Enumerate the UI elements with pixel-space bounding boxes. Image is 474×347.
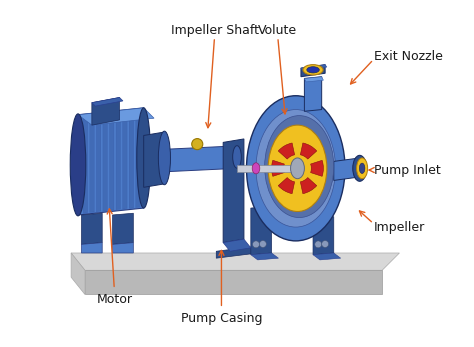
Polygon shape (78, 108, 154, 125)
Ellipse shape (353, 155, 366, 181)
Text: Pump Inlet: Pump Inlet (374, 163, 440, 177)
Polygon shape (301, 65, 325, 77)
Polygon shape (85, 270, 382, 295)
Ellipse shape (256, 110, 336, 227)
Polygon shape (304, 77, 322, 111)
Ellipse shape (252, 163, 260, 174)
Polygon shape (301, 65, 327, 70)
Ellipse shape (137, 108, 151, 208)
Polygon shape (251, 253, 278, 260)
Text: Impeller: Impeller (374, 221, 425, 234)
Polygon shape (313, 217, 334, 255)
Polygon shape (123, 112, 127, 209)
Ellipse shape (356, 158, 368, 179)
Ellipse shape (246, 96, 345, 241)
Wedge shape (301, 178, 317, 194)
Polygon shape (78, 108, 144, 215)
Polygon shape (144, 132, 164, 187)
Ellipse shape (291, 158, 304, 179)
Ellipse shape (359, 163, 365, 174)
Polygon shape (109, 113, 114, 211)
Polygon shape (129, 111, 134, 209)
Wedge shape (272, 160, 284, 176)
Wedge shape (310, 160, 323, 176)
Polygon shape (304, 77, 323, 82)
Wedge shape (278, 143, 295, 159)
Polygon shape (82, 243, 102, 253)
Polygon shape (164, 146, 237, 172)
Text: Pump Casing: Pump Casing (181, 312, 262, 325)
Polygon shape (103, 114, 108, 211)
Polygon shape (82, 213, 102, 244)
Polygon shape (116, 112, 120, 210)
Polygon shape (113, 243, 133, 253)
Polygon shape (92, 98, 119, 125)
Ellipse shape (70, 114, 86, 216)
Polygon shape (334, 158, 360, 180)
Polygon shape (313, 253, 341, 260)
Text: Volute: Volute (258, 24, 297, 37)
Polygon shape (96, 115, 101, 212)
Bar (237, 165, 298, 172)
Circle shape (322, 240, 328, 247)
Ellipse shape (268, 125, 327, 212)
Polygon shape (90, 115, 94, 213)
Polygon shape (223, 239, 251, 251)
Text: Impeller Shaft: Impeller Shaft (171, 24, 258, 37)
Ellipse shape (158, 131, 171, 185)
Ellipse shape (264, 116, 334, 218)
Polygon shape (71, 253, 85, 295)
Circle shape (315, 241, 322, 248)
Polygon shape (113, 213, 133, 244)
Circle shape (191, 138, 203, 150)
Text: Motor: Motor (96, 293, 132, 306)
Circle shape (253, 241, 259, 248)
Wedge shape (278, 178, 295, 194)
Polygon shape (92, 98, 123, 106)
Ellipse shape (307, 67, 319, 73)
Polygon shape (223, 139, 244, 243)
Polygon shape (251, 206, 272, 255)
Polygon shape (71, 253, 400, 270)
Polygon shape (216, 246, 258, 258)
Polygon shape (83, 116, 88, 213)
Wedge shape (301, 143, 317, 159)
Text: Exit Nozzle: Exit Nozzle (374, 50, 442, 63)
Polygon shape (136, 110, 140, 208)
Circle shape (259, 240, 266, 247)
Ellipse shape (303, 65, 323, 75)
Ellipse shape (233, 146, 241, 168)
